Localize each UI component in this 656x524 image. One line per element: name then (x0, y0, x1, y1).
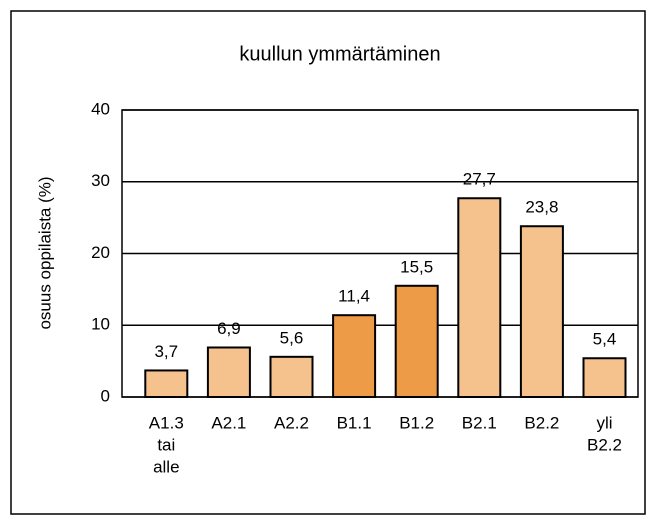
data-label: 11,4 (338, 287, 370, 306)
x-tick-label: tai (157, 435, 175, 454)
bar (519, 225, 564, 398)
x-tick-label: A2.1 (211, 413, 246, 432)
y-tick-label: 30 (91, 171, 110, 190)
y-tick-label: 40 (91, 99, 110, 118)
x-tick-label: B2.1 (462, 413, 497, 432)
y-tick-label: 20 (91, 243, 110, 262)
x-tick-label: A1.3 (149, 413, 184, 432)
y-tick-label: 10 (91, 315, 110, 334)
bar (582, 357, 627, 399)
plot-frame (121, 109, 639, 398)
x-tick-label: B1.2 (399, 413, 434, 432)
y-axis-label: osuus oppilaista (%) (35, 176, 54, 329)
x-tick-label: B1.1 (337, 413, 372, 432)
bar (457, 197, 502, 398)
data-label: 5,6 (280, 328, 304, 347)
x-tick-label: alle (153, 457, 179, 476)
x-tick-label: yli (596, 413, 612, 432)
data-label: 27,7 (463, 170, 496, 189)
x-tick-label: A2.2 (274, 413, 309, 432)
data-label: 15,5 (400, 257, 433, 276)
data-label: 3,7 (154, 342, 178, 361)
x-tick-label: B2.2 (587, 435, 622, 454)
bar (206, 346, 251, 398)
bar (269, 355, 314, 399)
chart-title: kuullun ymmärtäminen (239, 43, 440, 65)
x-tick-label: B2.2 (524, 413, 559, 432)
data-label: 23,8 (525, 198, 558, 217)
bar (394, 284, 439, 399)
data-label: 6,9 (217, 319, 241, 338)
y-tick-label: 0 (101, 386, 110, 405)
bar (332, 314, 377, 398)
data-label: 5,4 (593, 330, 617, 349)
bar (144, 369, 189, 399)
